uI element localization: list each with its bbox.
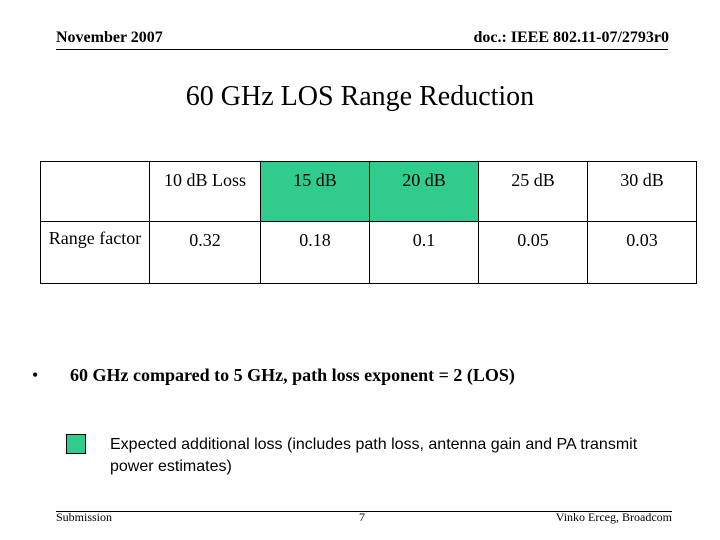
range-factor-value: 0.03 [587, 221, 697, 284]
bullet-text: 60 GHz compared to 5 GHz, path loss expo… [70, 365, 515, 385]
column-header: 10 dB Loss [149, 161, 261, 222]
row-label-range-factor: Range factor [40, 221, 150, 284]
footer-submission: Submission [56, 510, 113, 524]
bullet-marker: • [32, 365, 39, 385]
header-doc-id: doc.: IEEE 802.11-07/2793r0 [473, 29, 669, 46]
slide-title: 60 GHz LOS Range Reduction [185, 81, 535, 112]
table-corner-cell [40, 161, 150, 222]
header-divider [56, 49, 668, 50]
range-factor-value: 0.32 [149, 221, 261, 284]
header-date: November 2007 [56, 29, 163, 46]
page-number: 7 [359, 510, 365, 524]
column-header: 20 dB [369, 161, 479, 222]
column-header: 30 dB [587, 161, 697, 222]
range-factor-value: 0.18 [260, 221, 370, 284]
column-header: 15 dB [260, 161, 370, 222]
range-factor-value: 0.1 [369, 221, 479, 284]
column-header: 25 dB [478, 161, 588, 222]
footer-divider [56, 511, 672, 512]
legend-text: Expected additional loss (includes path … [110, 436, 638, 475]
range-factor-table: 10 dB Loss 15 dB 20 dB 25 dB 30 dB Range… [40, 161, 697, 284]
range-factor-value: 0.05 [478, 221, 588, 284]
legend-swatch [66, 434, 86, 454]
footer-author: Vinko Erceg, Broadcom [555, 510, 672, 524]
